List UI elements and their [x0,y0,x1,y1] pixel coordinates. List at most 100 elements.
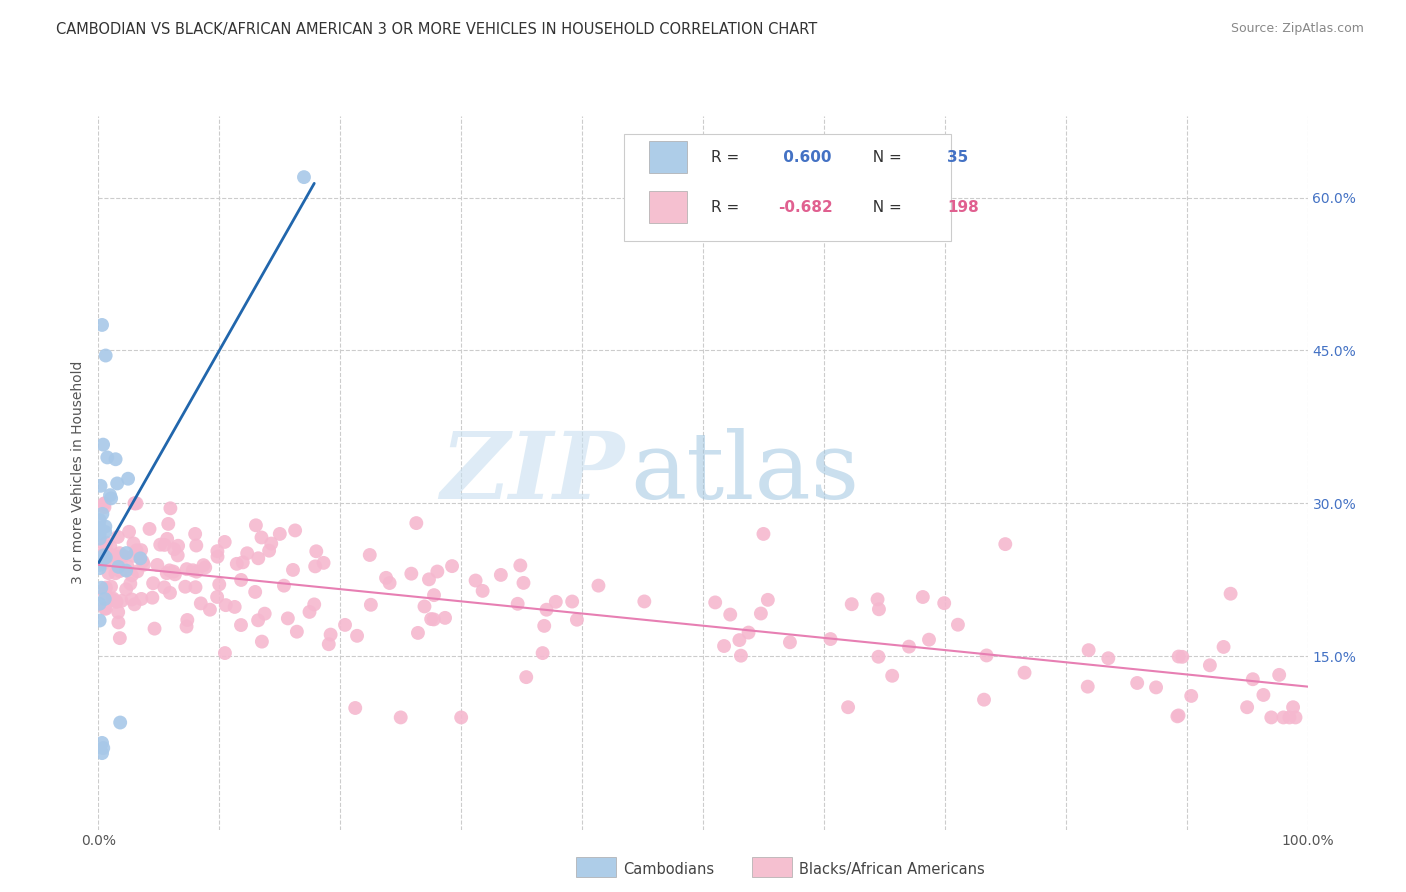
Point [159,501,181,516]
Point [124,496,146,510]
Point [91,437,114,451]
Point [418,572,440,586]
Point [1144,681,1167,695]
Point [104,566,127,581]
Point [156,532,179,546]
Point [98,549,121,563]
Point [1014,665,1036,680]
Point [146,558,169,572]
Point [157,516,180,531]
Point [96,535,118,549]
Point [129,543,152,558]
Point [91,741,114,756]
Point [184,580,207,594]
Point [131,554,153,568]
Point [207,549,229,564]
Point [174,580,197,594]
Point [882,669,904,683]
Point [426,565,449,579]
Point [93,496,115,510]
Point [389,710,412,724]
Point [122,549,145,563]
Point [186,539,208,553]
Point [91,746,114,760]
Point [489,568,512,582]
Point [162,565,184,579]
Point [506,597,529,611]
Point [737,625,759,640]
Point [91,507,114,521]
Point [163,542,186,557]
Point [107,530,129,544]
Point [1097,651,1119,665]
Point [163,567,186,582]
Point [167,539,190,553]
Point [104,553,127,567]
Point [89,597,111,611]
Point [176,562,198,576]
Point [107,615,129,630]
Point [561,594,583,608]
Point [94,519,117,533]
Point [94,591,117,606]
Point [269,527,291,541]
Text: CAMBODIAN VS BLACK/AFRICAN AMERICAN 3 OR MORE VEHICLES IN HOUSEHOLD CORRELATION : CAMBODIAN VS BLACK/AFRICAN AMERICAN 3 OR… [56,22,817,37]
Point [1166,709,1188,723]
Point [284,524,307,538]
Point [245,518,267,533]
Point [104,452,127,467]
Point [98,540,121,554]
Point [344,701,367,715]
Text: 198: 198 [948,200,979,214]
Point [101,593,124,607]
Point [115,564,138,578]
Point [124,496,146,510]
FancyBboxPatch shape [648,191,688,223]
Point [257,543,280,558]
Point [281,563,304,577]
FancyBboxPatch shape [624,134,950,241]
Point [186,565,208,579]
Point [131,591,153,606]
Point [96,450,118,465]
Point [1212,640,1234,654]
Point [713,639,735,653]
Point [89,558,111,572]
Point [934,596,956,610]
Point [450,710,472,724]
Point [360,598,382,612]
Point [93,497,115,511]
Point [253,607,276,621]
FancyBboxPatch shape [648,141,688,173]
Point [94,524,117,539]
Point [215,598,238,612]
Point [898,640,921,654]
Point [94,581,117,595]
Point [413,599,436,614]
Point [149,538,172,552]
Point [153,580,176,594]
Text: Source: ZipAtlas.com: Source: ZipAtlas.com [1230,22,1364,36]
Point [533,619,555,633]
Point [124,598,146,612]
Point [1077,643,1099,657]
Point [318,637,340,651]
Point [115,582,138,597]
Point [117,472,139,486]
Point [1272,710,1295,724]
Point [304,559,326,574]
Point [976,648,998,663]
Point [115,546,138,560]
Point [232,555,254,569]
Point [129,551,152,566]
Text: -0.682: -0.682 [778,200,832,214]
Point [121,568,143,582]
Point [107,605,129,619]
Point [730,648,752,663]
Point [250,531,273,545]
Point [405,516,427,530]
Point [1282,700,1305,714]
Point [159,586,181,600]
Point [841,597,863,611]
Point [536,603,558,617]
